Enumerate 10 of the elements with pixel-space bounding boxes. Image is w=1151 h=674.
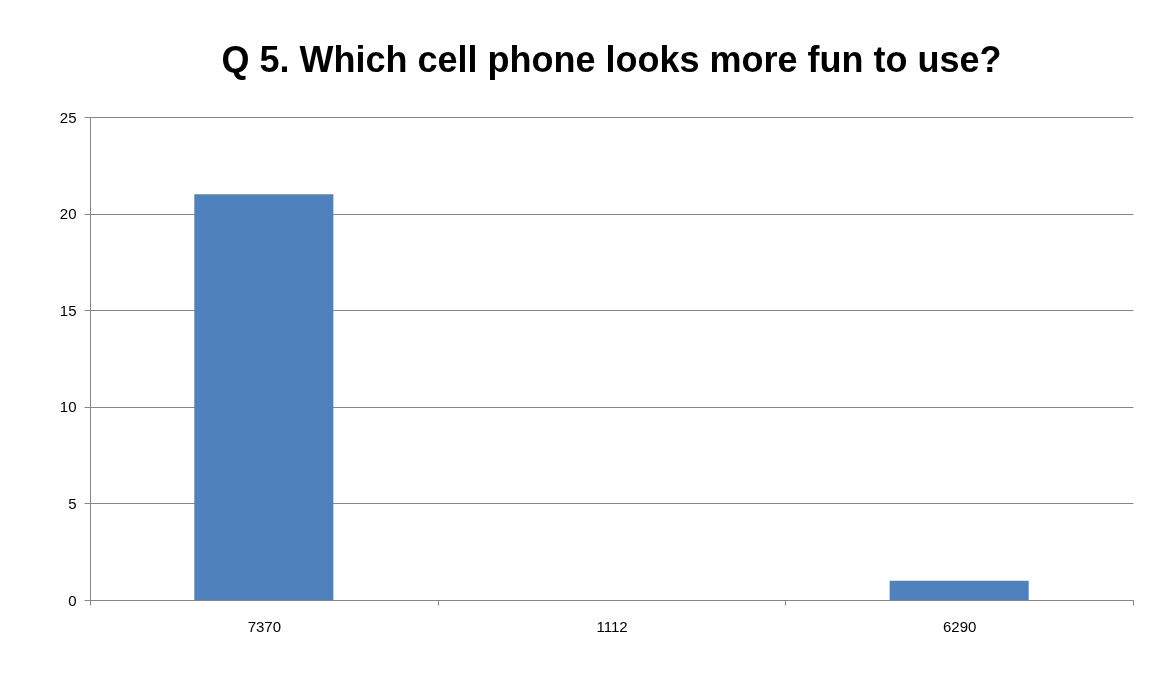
x-tick-label: 1112 [596,617,628,635]
y-tick-label: 15 [59,301,77,319]
y-tick-label: 20 [59,205,77,223]
chart-title: Q 5. Which cell phone looks more fun to use? [221,39,1002,80]
y-tick-label: 0 [68,591,77,609]
x-tick-label: 6290 [942,617,977,635]
x-tick-label: 7370 [247,617,282,635]
y-tick-label: 10 [59,398,77,416]
y-tick-label: 5 [68,494,77,512]
y-tick-label: 25 [59,108,77,126]
